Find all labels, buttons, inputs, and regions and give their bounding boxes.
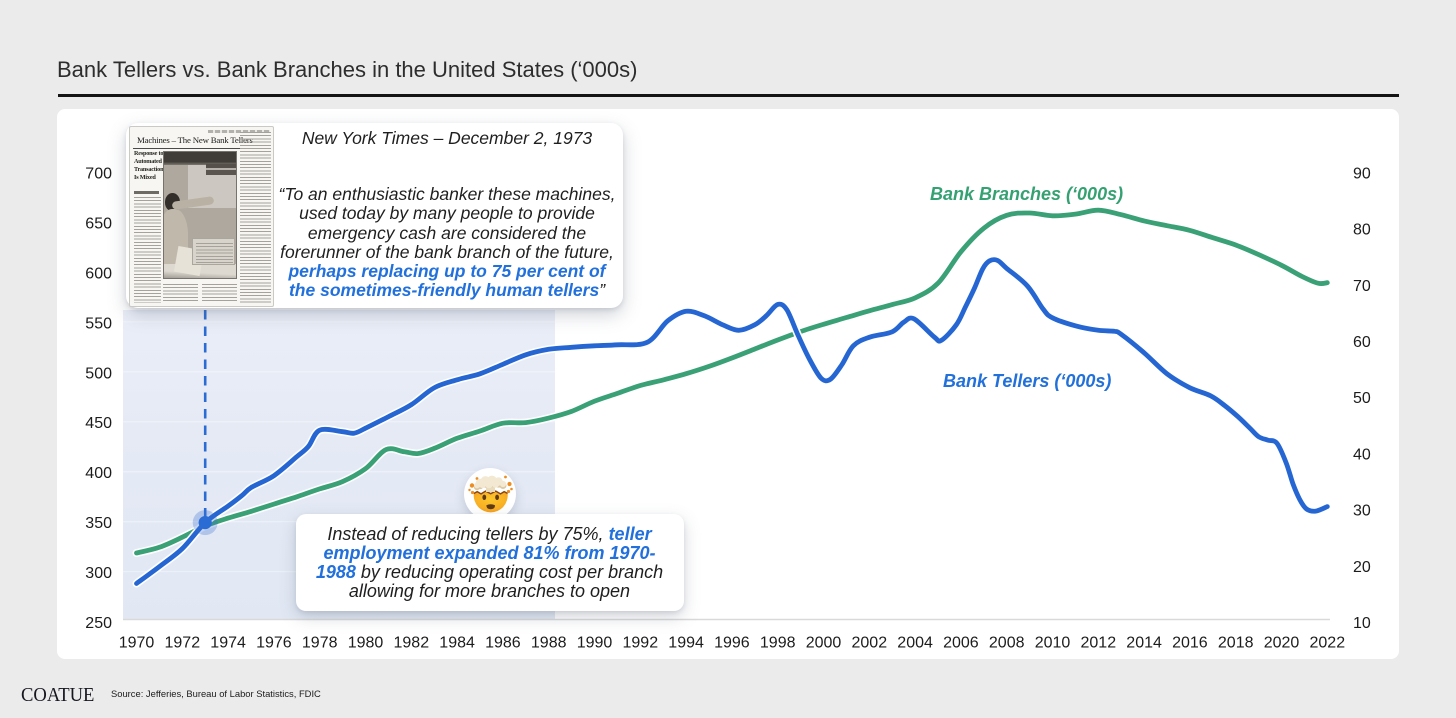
svg-text:2012: 2012 bbox=[1081, 635, 1117, 652]
svg-text:2004: 2004 bbox=[897, 635, 933, 652]
svg-text:50: 50 bbox=[1353, 390, 1371, 407]
svg-text:1998: 1998 bbox=[760, 635, 796, 652]
svg-text:350: 350 bbox=[85, 515, 112, 532]
svg-text:1986: 1986 bbox=[485, 635, 521, 652]
svg-text:550: 550 bbox=[85, 315, 112, 332]
svg-text:20: 20 bbox=[1353, 559, 1371, 576]
svg-text:300: 300 bbox=[85, 565, 112, 582]
svg-text:1988: 1988 bbox=[531, 635, 567, 652]
svg-text:1980: 1980 bbox=[348, 635, 384, 652]
svg-text:650: 650 bbox=[85, 215, 112, 232]
svg-text:2014: 2014 bbox=[1126, 635, 1162, 652]
svg-text:40: 40 bbox=[1353, 446, 1371, 463]
svg-text:2022: 2022 bbox=[1310, 635, 1346, 652]
svg-text:1984: 1984 bbox=[439, 635, 475, 652]
svg-text:1996: 1996 bbox=[714, 635, 750, 652]
svg-text:450: 450 bbox=[85, 415, 112, 432]
svg-text:1992: 1992 bbox=[623, 635, 659, 652]
svg-text:60: 60 bbox=[1353, 334, 1371, 351]
svg-text:2016: 2016 bbox=[1172, 635, 1208, 652]
svg-text:1994: 1994 bbox=[668, 635, 704, 652]
svg-text:600: 600 bbox=[85, 265, 112, 282]
svg-text:80: 80 bbox=[1353, 222, 1371, 239]
svg-text:2008: 2008 bbox=[989, 635, 1025, 652]
svg-text:2000: 2000 bbox=[806, 635, 842, 652]
svg-text:1970: 1970 bbox=[119, 635, 155, 652]
svg-text:30: 30 bbox=[1353, 503, 1371, 520]
svg-text:700: 700 bbox=[85, 166, 112, 183]
svg-text:1974: 1974 bbox=[210, 635, 246, 652]
svg-text:400: 400 bbox=[85, 465, 112, 482]
svg-text:1972: 1972 bbox=[165, 635, 201, 652]
svg-text:1990: 1990 bbox=[577, 635, 613, 652]
svg-text:1982: 1982 bbox=[394, 635, 430, 652]
svg-text:250: 250 bbox=[85, 615, 112, 632]
svg-text:10: 10 bbox=[1353, 615, 1371, 632]
svg-text:2020: 2020 bbox=[1264, 635, 1300, 652]
svg-text:500: 500 bbox=[85, 365, 112, 382]
svg-text:70: 70 bbox=[1353, 278, 1371, 295]
svg-text:90: 90 bbox=[1353, 166, 1371, 183]
svg-text:2002: 2002 bbox=[852, 635, 888, 652]
svg-text:2018: 2018 bbox=[1218, 635, 1254, 652]
svg-text:1976: 1976 bbox=[256, 635, 292, 652]
svg-text:1978: 1978 bbox=[302, 635, 338, 652]
svg-text:2010: 2010 bbox=[1035, 635, 1071, 652]
svg-text:2006: 2006 bbox=[943, 635, 979, 652]
